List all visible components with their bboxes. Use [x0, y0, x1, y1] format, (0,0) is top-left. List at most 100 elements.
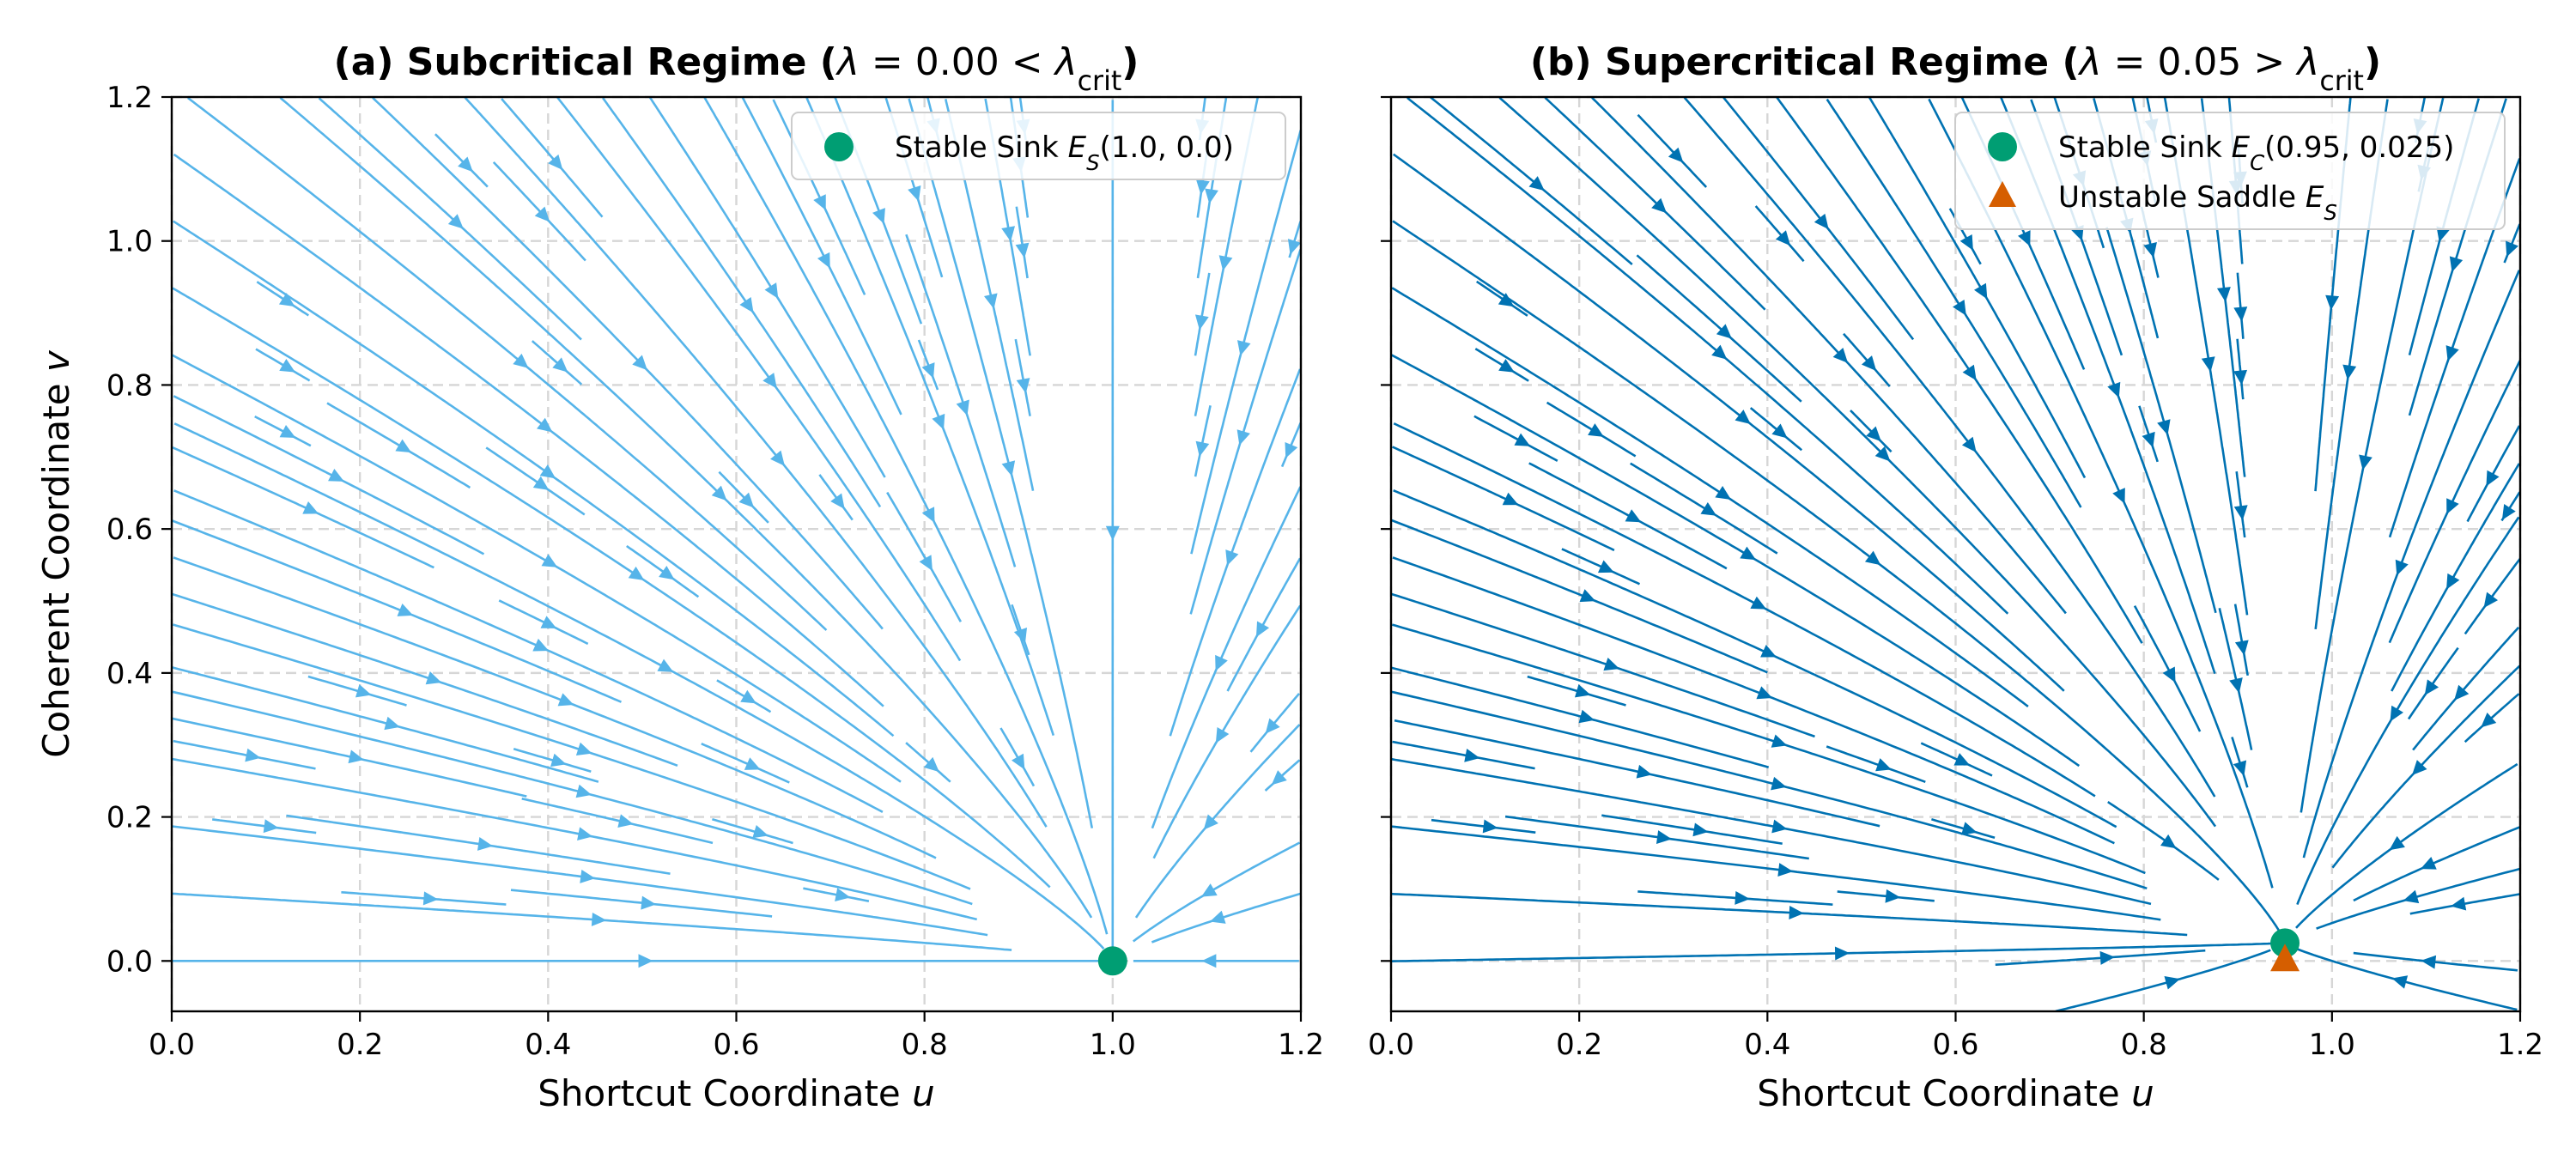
- y-axis-label-part: Coherent Coordinate: [35, 372, 77, 758]
- legend-label-part: Stable Sink: [895, 130, 1068, 165]
- x-tick-label-part: 0.0: [1368, 1028, 1414, 1062]
- streamline: [173, 395, 485, 555]
- x-tick-label: 1.0: [2309, 1028, 2355, 1062]
- legend-box: [791, 112, 1286, 180]
- streamline-arrow: [279, 359, 295, 373]
- streamline: [2296, 516, 2520, 906]
- ticks: 0.0 0.2 0.4 0.6 0.8 1.0 1.2 0.0 0.2 0.4 0.6 0.8 1.0 1…: [106, 81, 1324, 1062]
- streamline-arrow: [548, 154, 563, 171]
- streamline: [498, 599, 589, 646]
- streamline-arrow: [1711, 344, 1728, 360]
- streamline: [1189, 249, 1301, 615]
- streamline-arrow: [532, 476, 550, 490]
- streamline-arrow: [540, 616, 557, 628]
- streamline-arrow: [744, 757, 761, 770]
- streamline-arrow: [617, 814, 634, 828]
- streamline: [905, 742, 951, 783]
- streamline-arrow: [550, 753, 567, 768]
- streamline-arrow: [355, 684, 372, 698]
- streamline: [2055, 949, 2271, 1011]
- streamline: [341, 891, 507, 906]
- streamline: [1544, 97, 1766, 311]
- streamline: [2233, 604, 2249, 677]
- y-tick-label-part: 0.0: [106, 944, 153, 979]
- streamline-arrow: [1953, 300, 1966, 316]
- streamline-arrow: [1700, 501, 1717, 516]
- streamline: [1169, 368, 1301, 737]
- y-tick-label-part: 0.2: [106, 801, 153, 835]
- streamline: [173, 739, 316, 770]
- streamline-arrow: [2233, 369, 2248, 385]
- streamline-arrow: [1740, 546, 1756, 561]
- streamline-arrow: [1735, 890, 1750, 905]
- y-tick-label: 0.6: [106, 513, 153, 547]
- streamline: [2353, 826, 2520, 902]
- panel-a: 0.0 0.2 0.4 0.6 0.8 1.0 1.2 0.0 0.2 0.4 0.6 0.8 1.0 1…: [35, 40, 1324, 1114]
- streamline-arrow: [932, 413, 945, 430]
- streamline-arrow: [1953, 753, 1971, 766]
- streamline-arrow: [2449, 256, 2464, 272]
- streamline: [718, 470, 769, 524]
- x-tick-label: 0.2: [337, 1028, 383, 1062]
- streamline-arrow: [1271, 770, 1287, 786]
- streamline-arrow: [2234, 640, 2249, 656]
- streamline-arrow: [577, 827, 593, 841]
- streamline: [172, 519, 623, 703]
- streamline-arrow: [817, 252, 830, 269]
- x-tick-label: 1.2: [2497, 1028, 2543, 1062]
- streamline-arrow: [1200, 883, 1218, 897]
- streamline: [1528, 462, 1728, 570]
- streamline-arrow: [2446, 498, 2459, 514]
- streamline: [1630, 462, 1778, 555]
- streamline-arrow: [1597, 560, 1614, 573]
- streamline: [173, 489, 884, 813]
- streamline: [1391, 942, 2275, 962]
- streamline: [1015, 206, 1029, 279]
- x-tick-label: 0.0: [1368, 1028, 1414, 1062]
- streamline-arrow: [1771, 734, 1788, 748]
- streamline-arrow: [1777, 863, 1794, 877]
- legend-label-part: Unstable Saddle: [2058, 180, 2306, 215]
- streamline: [172, 592, 678, 768]
- streamline-arrow: [1636, 764, 1652, 779]
- streamline: [1194, 405, 1212, 477]
- streamline-arrow: [2420, 856, 2437, 870]
- y-tick-label-part: 1.2: [106, 81, 153, 115]
- streamline-arrow: [552, 357, 568, 373]
- streamline-arrow: [2481, 713, 2497, 728]
- panel-b: 0.0 0.2 0.4 0.6 0.8 1.0 1.2 (b) Supercritical R…: [1368, 40, 2543, 1114]
- streamline-arrow: [513, 353, 529, 368]
- streamline-arrow: [1603, 657, 1620, 671]
- streamline-arrow: [1201, 954, 1217, 968]
- streamline: [712, 817, 793, 845]
- streamline-arrow: [1959, 234, 1973, 251]
- streamline-arrow: [537, 417, 553, 433]
- streamline: [999, 727, 1036, 787]
- y-tick-label: 1.0: [106, 225, 153, 259]
- streamline-arrow: [2157, 419, 2171, 435]
- streamline: [172, 287, 1051, 889]
- streamline: [805, 97, 1055, 736]
- panel-title-part: (b) Supercritical Regime (: [1530, 40, 2080, 84]
- panel-title-part: = 0.05 >: [2102, 40, 2298, 84]
- streamline-arrow: [638, 954, 653, 968]
- legend-saddle-symbol: [1989, 181, 2016, 207]
- streamline-arrow: [835, 888, 851, 902]
- streamline-arrow: [422, 891, 439, 906]
- streamline: [2409, 893, 2520, 915]
- streamline-arrow: [2099, 950, 2116, 965]
- streamline: [1473, 415, 1558, 462]
- streamline-arrow: [1287, 239, 1301, 255]
- streamline: [1591, 97, 2067, 615]
- streamline-arrow: [1962, 364, 1977, 381]
- panel-title-part: crit: [2319, 66, 2364, 97]
- streamline-arrow: [2142, 431, 2155, 448]
- x-axis-label-part: u: [2131, 1072, 2154, 1114]
- streamline-arrow: [263, 819, 279, 834]
- streamline: [1391, 757, 2152, 906]
- x-tick-label-part: 1.0: [1090, 1028, 1136, 1062]
- legend-label: Stable Sink EC(0.95, 0.025): [2058, 130, 2454, 175]
- x-tick-label-part: 0.6: [713, 1028, 759, 1062]
- streamline-arrow: [2018, 230, 2031, 246]
- streamline: [1392, 623, 2146, 875]
